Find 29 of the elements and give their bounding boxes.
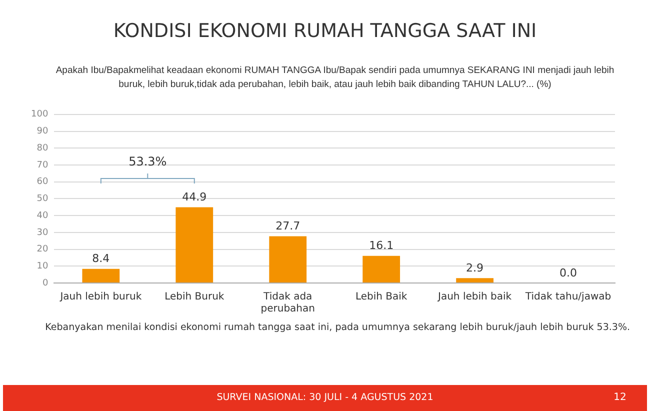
x-tick-label: Jauh lebih buruk xyxy=(59,292,142,303)
y-tick-label: 90 xyxy=(36,126,48,137)
y-tick-label: 10 xyxy=(36,261,48,272)
y-tick-label: 100 xyxy=(30,110,48,120)
x-tick-label: Jauh lebih baik xyxy=(437,292,512,303)
data-label: 2.9 xyxy=(466,261,484,274)
data-label: 16.1 xyxy=(369,239,394,252)
y-tick-label: 60 xyxy=(36,177,48,188)
data-label: 8.4 xyxy=(92,252,110,266)
y-tick-label: 50 xyxy=(36,194,48,204)
text: Kebanyakan menilai kondisi ekonomi rumah tangga saat ini, pada umumnya sekarang lebih buruk/jauh lebih buruk 53.3%. xyxy=(44,322,630,333)
chart-title: KONDISI EKONOMI RUMAH TANGGA SAAT INI xyxy=(112,20,538,42)
y-tick-label: 0 xyxy=(42,278,48,288)
y-tick-label: 20 xyxy=(36,244,48,255)
x-tick-label: Tidak ada perubahan xyxy=(260,292,315,315)
y-tick-label: 30 xyxy=(36,228,48,238)
x-tick-label: Lebih Baik xyxy=(355,292,408,303)
data-label: 0.0 xyxy=(560,266,578,280)
chart-subtitle: Apakah Ibu/Bapakmelihat keadaan ekonomi RUMAH TANGGA Ibu/Bapak sendiri pada umumnya SEKARANG INI menjadi jauh lebih buruk, lebih buruk,tidak ada perubahan, lebih baik, atau jauh lebih baik dibanding TAHUN LALU?... (%) xyxy=(54,64,616,92)
y-tick-label: 40 xyxy=(36,210,48,221)
text: 12 xyxy=(612,392,628,403)
y-tick-label: 80 xyxy=(36,143,48,154)
data-label: 44.9 xyxy=(182,190,207,204)
x-tick-label: Lebih Buruk xyxy=(164,292,224,303)
x-tick-label: Tidak tahu/jawab xyxy=(524,292,612,303)
data-label: 27.7 xyxy=(276,220,300,233)
text: SURVEI NASIONAL: 30 JULI - 4 AGUSTUS 2021 xyxy=(216,392,434,403)
y-tick-label: 70 xyxy=(36,160,48,170)
annotation: 53.3% xyxy=(128,154,167,169)
